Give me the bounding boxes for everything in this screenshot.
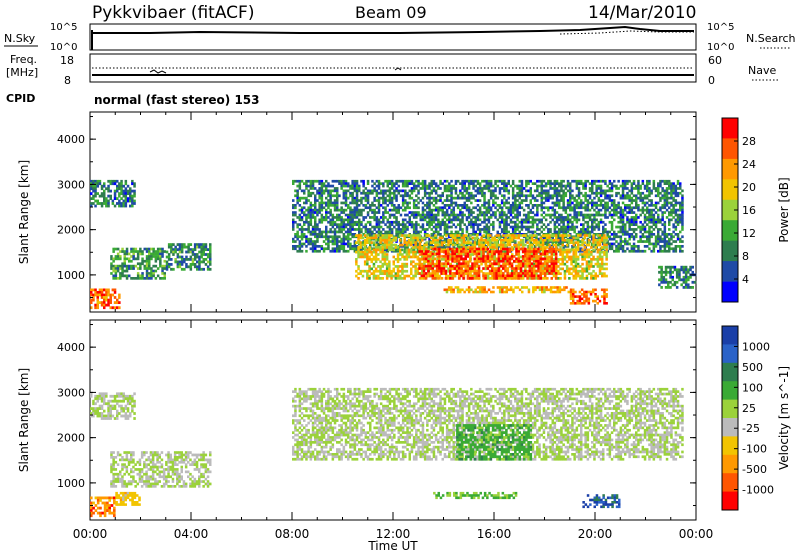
x-tick-label: 00:00 xyxy=(73,527,108,541)
velocity-data-region xyxy=(90,392,136,420)
power-colorbar-tick-label: 8 xyxy=(742,250,749,263)
power-data-region xyxy=(443,286,570,294)
nsky-panel xyxy=(89,23,697,51)
power-y-tick-label: 4000 xyxy=(57,133,85,146)
velocity-colorbar-swatch xyxy=(722,418,738,437)
power-colorbar-swatch xyxy=(722,158,738,180)
velocity-data-region xyxy=(292,387,684,461)
power-colorbar-tick-label: 28 xyxy=(742,135,756,148)
power-data-region xyxy=(165,243,212,271)
nsky-line xyxy=(92,25,694,34)
power-panel: 1000 2000 3000 4000 Slant Range [km] xyxy=(17,111,697,313)
velocity-colorbar-tick-label: -100 xyxy=(742,443,767,456)
power-colorbar-swatch xyxy=(722,179,738,201)
velocity-colorbar-swatch xyxy=(722,344,738,364)
freq-tick-bottom: 8 xyxy=(64,74,71,87)
freq-label-line2: [MHz] xyxy=(6,66,38,79)
x-tick-label: 04:00 xyxy=(174,527,209,541)
velocity-y-tick-label: 1000 xyxy=(57,477,85,490)
nsky-tick-top: 10^5 xyxy=(50,22,77,33)
power-data-region xyxy=(90,179,136,208)
power-colorbar-tick-label: 12 xyxy=(742,227,756,240)
power-colorbar-tick-label: 4 xyxy=(742,273,749,286)
velocity-colorbar-swatch xyxy=(722,362,738,382)
power-data-region xyxy=(90,288,121,310)
velocity-colorbar-tick-label: -500 xyxy=(742,463,767,476)
velocity-data-region xyxy=(110,451,212,488)
nsearch-label: N.Search xyxy=(746,32,796,45)
cpid-label: CPID xyxy=(6,92,35,105)
power-data-region xyxy=(418,247,558,280)
velocity-y-tick-label: 4000 xyxy=(57,341,85,354)
velocity-colorbar-swatch xyxy=(722,436,738,456)
freq-tick-top: 18 xyxy=(60,54,74,67)
velocity-y-tick-label: 3000 xyxy=(57,386,85,399)
velocity-y-axis-title: Slant Range [km] xyxy=(17,368,31,472)
nave-tick-top: 60 xyxy=(708,54,722,67)
power-data-region xyxy=(110,247,166,280)
velocity-colorbar-title: Velocity [m s^-1] xyxy=(777,366,791,470)
x-tick-label: 00:00 xyxy=(679,527,714,541)
power-colorbar-swatch xyxy=(722,118,738,139)
nsearch-tick-top: 10^5 xyxy=(707,22,734,33)
date-label: 14/Mar/2010 xyxy=(588,3,696,23)
beam-label: Beam 09 xyxy=(355,3,427,22)
nsearch-line xyxy=(559,30,694,35)
velocity-data-region xyxy=(582,494,621,509)
velocity-colorbar-tick-label: -1000 xyxy=(742,484,774,497)
velocity-colorbar-swatch xyxy=(722,491,738,511)
power-y-tick-label: 1000 xyxy=(57,269,85,282)
velocity-data-region xyxy=(456,424,533,461)
power-colorbar-tick-label: 16 xyxy=(742,204,756,217)
power-colorbar-title: Power [dB] xyxy=(777,177,791,242)
velocity-colorbar: 1000 500 100 25 -25 -100 -500 -1000 Velocity [m … xyxy=(721,325,791,511)
power-colorbar-swatch xyxy=(722,220,738,241)
x-tick-label: 16:00 xyxy=(477,527,512,541)
x-tick-label: 20:00 xyxy=(578,527,613,541)
velocity-data-region xyxy=(90,496,116,518)
power-data-region xyxy=(569,288,608,305)
power-colorbar: 28 24 20 16 12 8 4 Power [dB] xyxy=(721,117,791,303)
power-colorbar-swatch xyxy=(722,281,738,303)
power-y-tick-label: 3000 xyxy=(57,178,85,191)
velocity-colorbar-tick-label: 500 xyxy=(742,361,763,374)
power-y-axis-title: Slant Range [km] xyxy=(17,160,31,264)
velocity-y-tick-label: 2000 xyxy=(57,432,85,445)
x-tick-label: 08:00 xyxy=(275,527,310,541)
velocity-colorbar-tick-label: 1000 xyxy=(742,340,770,353)
nsearch-tick-bottom: 10^0 xyxy=(707,42,734,53)
x-tick-label: 12:00 xyxy=(376,527,411,541)
cpid-value: normal (fast stereo) 153 xyxy=(94,93,260,107)
power-colorbar-tick-label: 24 xyxy=(742,158,756,171)
power-colorbar-swatch xyxy=(722,199,738,221)
velocity-data-region xyxy=(433,491,518,500)
velocity-colorbar-tick-label: 100 xyxy=(742,381,763,394)
velocity-colorbar-tick-label: 25 xyxy=(742,402,756,415)
x-axis-title: Time UT xyxy=(367,539,418,553)
freq-panel xyxy=(89,53,697,83)
velocity-data-region xyxy=(115,491,141,506)
velocity-colorbar-swatch xyxy=(722,473,738,492)
power-colorbar-swatch xyxy=(722,240,738,262)
power-colorbar-swatch xyxy=(722,261,738,282)
velocity-colorbar-swatch xyxy=(722,399,738,419)
velocity-colorbar-swatch xyxy=(722,326,738,345)
velocity-colorbar-swatch xyxy=(722,381,738,400)
velocity-colorbar-tick-label: -25 xyxy=(742,422,760,435)
power-colorbar-swatch xyxy=(722,138,738,160)
freq-label-line1: Freq. xyxy=(10,53,37,66)
nave-label: Nave xyxy=(748,64,776,77)
velocity-panel: 1000 2000 3000 4000 Slant Range [km] xyxy=(17,319,697,521)
nsky-tick-bottom: 10^0 xyxy=(50,42,77,53)
power-y-tick-label: 2000 xyxy=(57,224,85,237)
nsky-label: N.Sky xyxy=(4,32,36,45)
power-colorbar-tick-label: 20 xyxy=(742,181,756,194)
velocity-colorbar-swatch xyxy=(722,454,738,474)
plot-title: Pykkvibaer (fitACF) xyxy=(92,3,254,23)
nave-tick-bottom: 0 xyxy=(708,74,715,87)
